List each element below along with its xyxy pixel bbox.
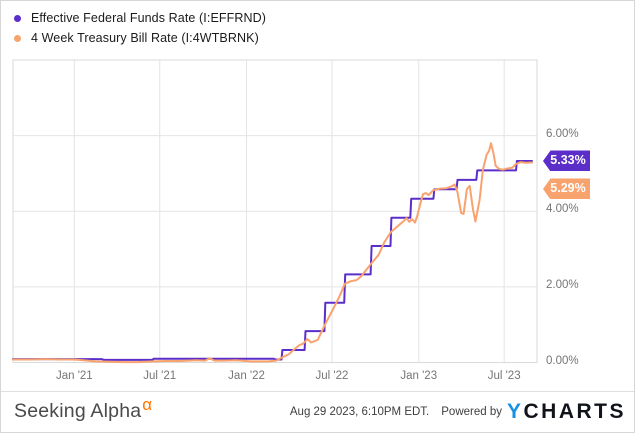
x-tick-label: Jan '21	[55, 370, 93, 382]
y-tick-label: 2.00%	[546, 278, 579, 291]
x-tick-label: Jul '23	[487, 370, 521, 382]
legend-label-effrnd: Effective Federal Funds Rate (I:EFFRND)	[31, 11, 266, 25]
legend-label-4wtbrnk: 4 Week Treasury Bill Rate (I:4WTBRNK)	[31, 31, 259, 45]
chart-timestamp: Aug 29 2023, 6:10PM EDT.	[289, 406, 430, 418]
legend-item-effrnd[interactable]: Effective Federal Funds Rate (I:EFFRND)	[14, 8, 266, 28]
x-tick-label: Jul '21	[143, 370, 177, 382]
x-tick-label: Jul '22	[315, 370, 349, 382]
alpha-icon: α	[142, 395, 153, 414]
plot-border	[12, 59, 538, 363]
legend-item-4wtbrnk[interactable]: 4 Week Treasury Bill Rate (I:4WTBRNK)	[14, 28, 266, 48]
seeking-alpha-wordmark: Seeking Alpha	[14, 400, 142, 422]
value-tag-effrnd: 5.33%	[543, 150, 590, 172]
series-line-i-effrnd	[12, 160, 533, 361]
ycharts-wordmark: CHARTS	[523, 400, 626, 423]
legend-dot-purple-icon	[14, 14, 21, 22]
x-tick-label: Jan '23	[400, 370, 438, 382]
powered-by-label: Powered by	[441, 406, 502, 418]
footer: Seeking Alphaα Aug 29 2023, 6:10PM EDT. …	[1, 392, 634, 432]
footer-divider	[1, 391, 634, 392]
x-tick-label: Jan '22	[228, 370, 265, 382]
value-tag-4wtbrnk: 5.29%	[543, 178, 590, 200]
y-tick-label: 4.00%	[546, 203, 579, 216]
legend-dot-orange-icon	[14, 34, 21, 42]
y-tick-label: 0.00%	[546, 354, 579, 367]
ycharts-logo[interactable]: YCHARTS	[507, 400, 626, 424]
series-line-i-4wtbrnk	[12, 142, 533, 364]
legend: Effective Federal Funds Rate (I:EFFRND) …	[14, 8, 266, 48]
y-tick-label: 6.00%	[546, 127, 579, 140]
seeking-alpha-logo[interactable]: Seeking Alphaα	[14, 395, 152, 423]
ycharts-y-icon: Y	[506, 400, 524, 423]
footer-attribution: Aug 29 2023, 6:10PM EDT. Powered by YCHA…	[290, 392, 626, 432]
